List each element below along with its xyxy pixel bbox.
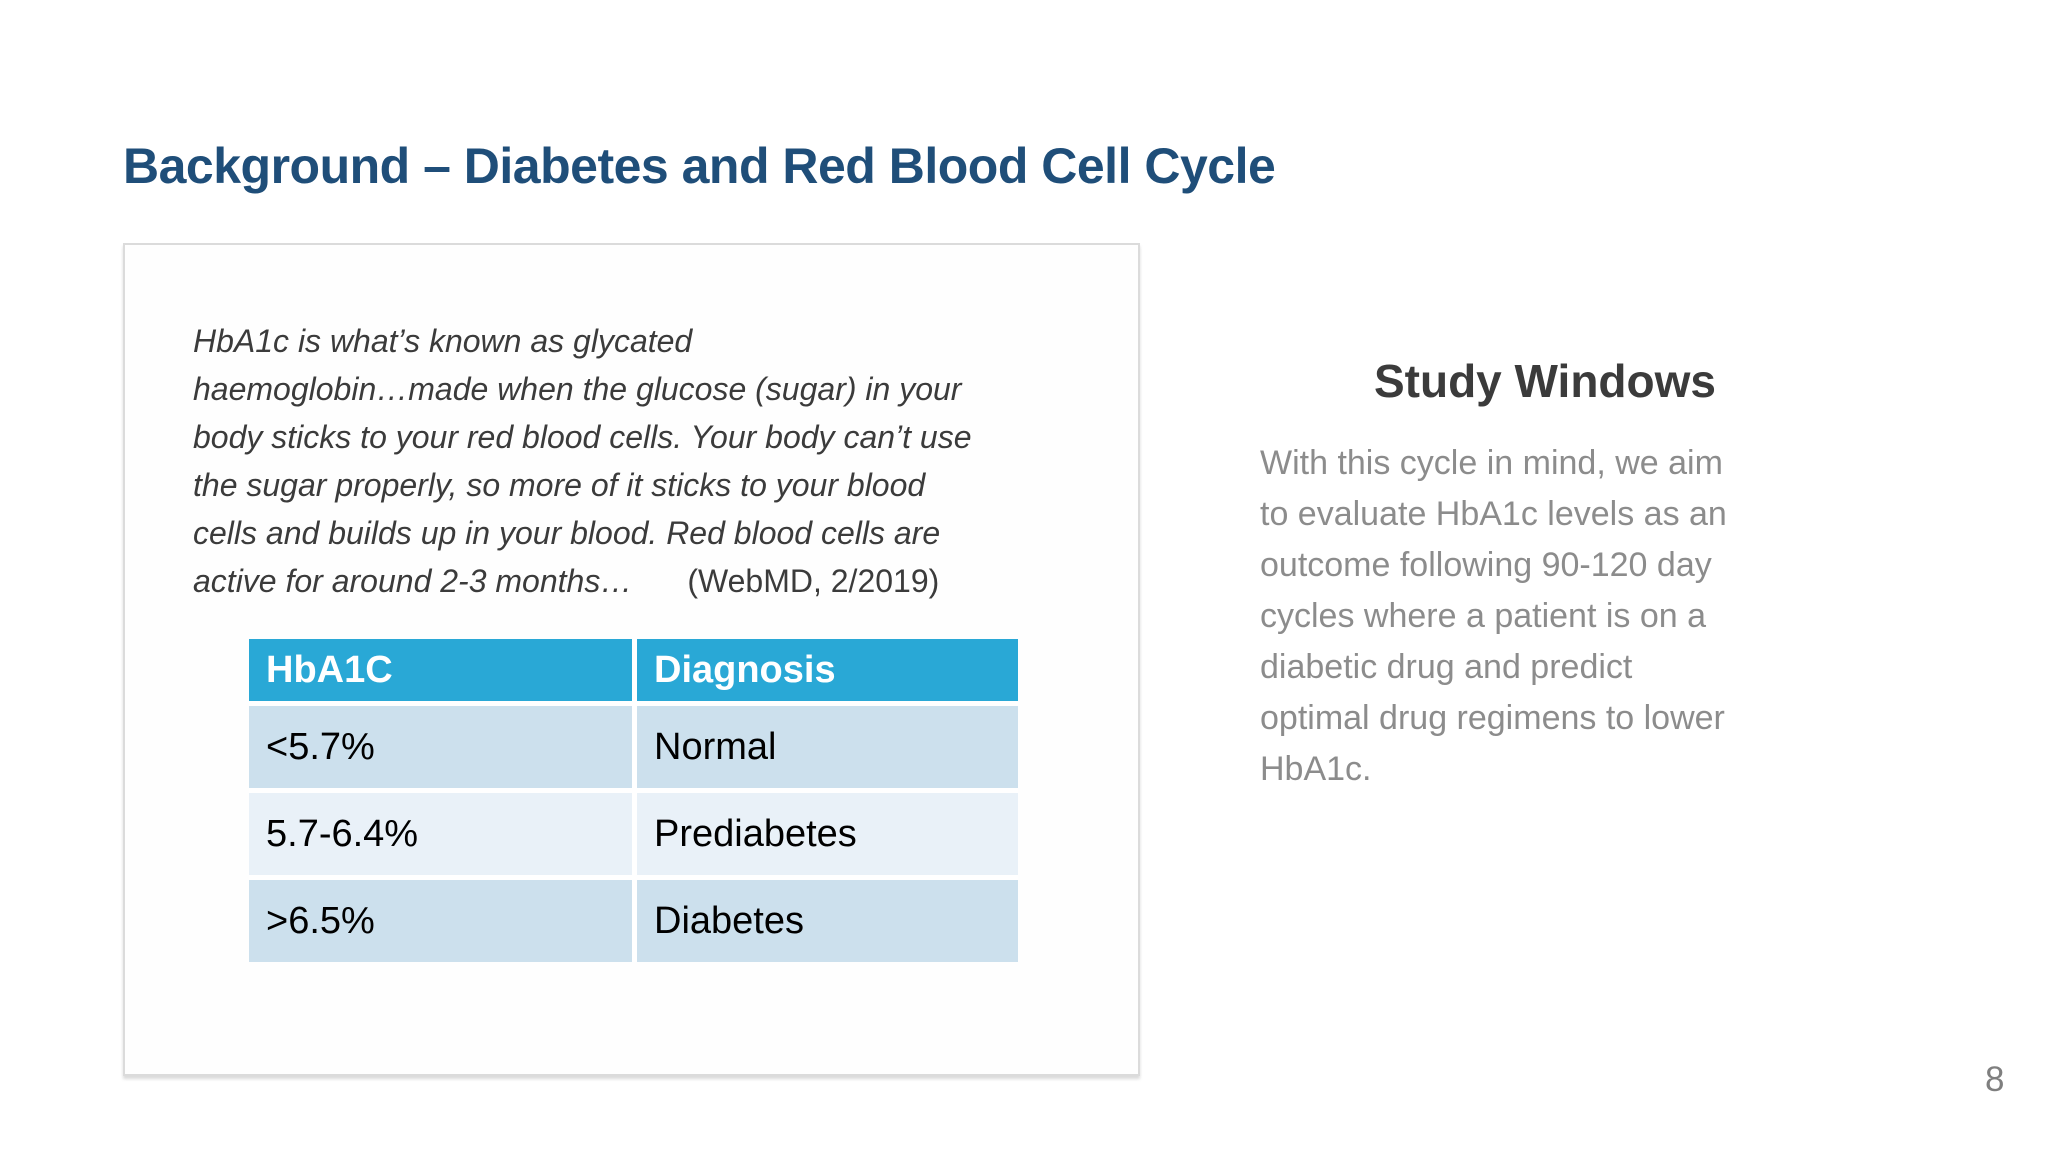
table-header-hba1c: HbA1C: [249, 639, 632, 701]
page-title: Background – Diabetes and Red Blood Cell…: [123, 137, 1276, 194]
study-windows-heading: Study Windows: [1373, 355, 1716, 408]
quote-body: HbA1c is what’s known as glycated haemog…: [193, 323, 972, 599]
table-cell-range-normal: <5.7%: [249, 706, 632, 788]
hba1c-table: HbA1C Diagnosis <5.7% Normal 5.7-6.4% Pr…: [249, 639, 1018, 962]
study-windows-paragraph: With this cycle in mind, we aim to evalu…: [1260, 444, 1727, 788]
table-cell-diagnosis-diabetes: Diabetes: [637, 880, 1018, 962]
table-cell-diagnosis-normal: Normal: [637, 706, 1018, 788]
page-number: 8: [1985, 1060, 2005, 1099]
table-cell-diagnosis-prediabetes: Prediabetes: [637, 793, 1018, 875]
quote-card: HbA1c is what’s known as glycated haemog…: [123, 243, 1140, 1076]
quote-citation: (WebMD, 2/2019): [687, 563, 940, 599]
table-cell-range-diabetes: >6.5%: [249, 880, 632, 962]
quote-text: HbA1c is what’s known as glycated haemog…: [193, 317, 1093, 605]
table-header-diagnosis: Diagnosis: [637, 639, 1018, 701]
table-cell-range-prediabetes: 5.7-6.4%: [249, 793, 632, 875]
